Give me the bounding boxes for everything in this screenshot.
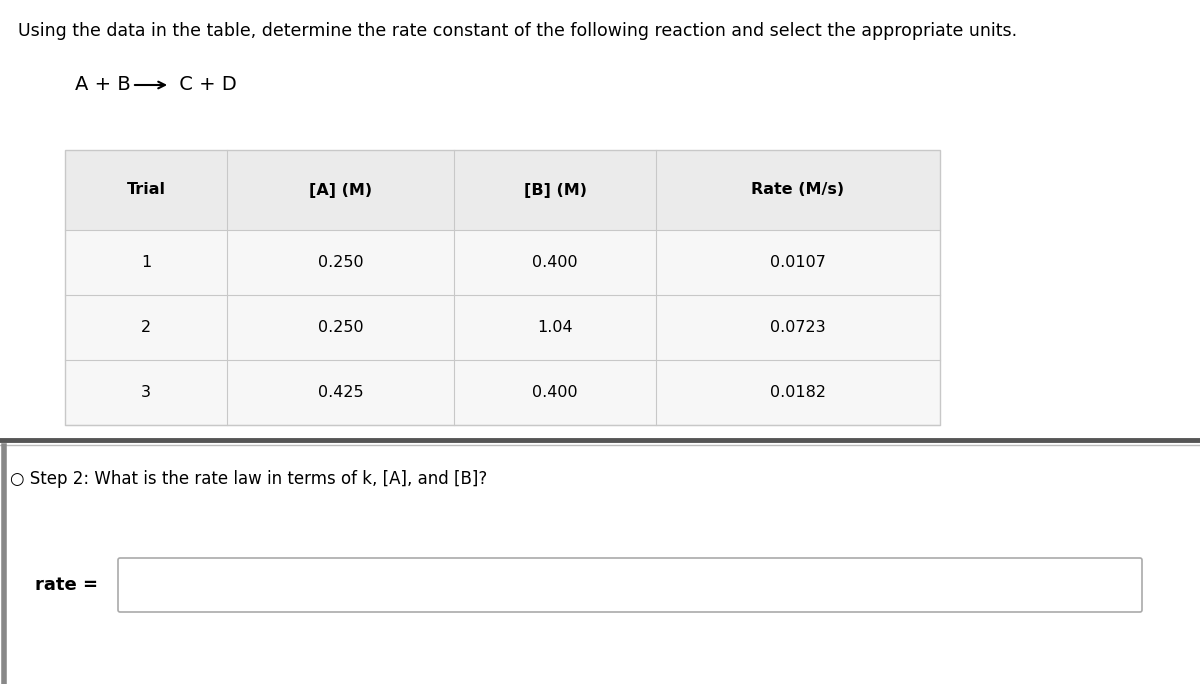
Text: 0.425: 0.425	[318, 385, 364, 400]
Text: 0.250: 0.250	[318, 320, 364, 335]
Bar	[65, 230, 940, 295]
Text: A + B: A + B	[74, 75, 137, 94]
Bar	[65, 150, 940, 425]
Text: [B] (M): [B] (M)	[523, 183, 587, 198]
Text: 0.0107: 0.0107	[770, 255, 826, 270]
Text: Rate (M/s): Rate (M/s)	[751, 183, 845, 198]
Text: 1.04: 1.04	[538, 320, 572, 335]
Text: ○ Step 2: What is the rate law in terms of k, [A], and [B]?: ○ Step 2: What is the rate law in terms …	[10, 470, 487, 488]
Text: Using the data in the table, determine the rate constant of the following reacti: Using the data in the table, determine t…	[18, 22, 1018, 40]
Bar	[65, 150, 940, 230]
Text: 1: 1	[140, 255, 151, 270]
Text: 0.400: 0.400	[532, 255, 578, 270]
Text: rate =: rate =	[35, 576, 98, 594]
Text: [A] (M): [A] (M)	[310, 183, 372, 198]
Text: 2: 2	[140, 320, 151, 335]
Bar	[65, 360, 940, 425]
FancyBboxPatch shape	[118, 558, 1142, 612]
Text: 0.0182: 0.0182	[770, 385, 826, 400]
Bar	[65, 295, 940, 360]
Text: 0.250: 0.250	[318, 255, 364, 270]
Text: 0.0723: 0.0723	[770, 320, 826, 335]
Text: C + D: C + D	[173, 75, 236, 94]
Text: Trial: Trial	[126, 183, 166, 198]
Text: 3: 3	[140, 385, 151, 400]
Text: 0.400: 0.400	[532, 385, 578, 400]
